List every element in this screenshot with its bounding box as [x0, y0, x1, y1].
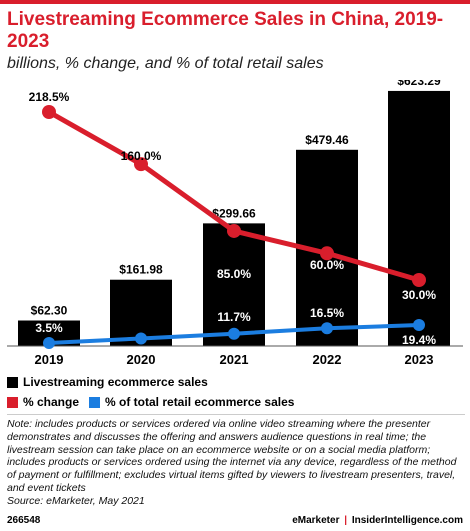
bar-label-2020: $161.98 — [119, 263, 163, 277]
share-point-2022 — [321, 322, 333, 335]
share-point-2023 — [413, 319, 425, 331]
chart-plot: $62.30 $161.98 $299.66 $479.46 $623.29 218.5%… — [7, 80, 463, 367]
legend-item-share: % of total retail ecommerce sales — [89, 395, 294, 409]
change-point-2019 — [42, 105, 56, 119]
change-point-2022 — [320, 246, 334, 261]
chart-id: 266548 — [7, 515, 41, 526]
footnote: Note: includes products or services orde… — [7, 414, 465, 508]
change-point-2023 — [412, 273, 426, 287]
bar-label-2022: $479.46 — [305, 133, 349, 147]
legend-item-change: % change — [7, 395, 79, 409]
chart-title: Livestreaming Ecommerce Sales in China, … — [7, 9, 444, 52]
bar-label-2023: $623.29 — [397, 80, 441, 88]
share-label-2021: 11.7% — [217, 310, 251, 324]
x-tick-2023: 2023 — [405, 352, 434, 367]
change-label-2023: 30.0% — [402, 288, 436, 302]
x-tick-2019: 2019 — [35, 352, 64, 367]
share-label-2019: 3.5% — [35, 321, 63, 335]
legend-swatch-share — [89, 396, 101, 408]
brand-separator: | — [344, 515, 348, 526]
source-text: Source: eMarketer, May 2021 — [7, 494, 145, 507]
legend-label-change: % change — [23, 395, 80, 409]
share-label-2020: 7.5% — [127, 315, 155, 329]
share-point-2019 — [43, 337, 55, 349]
chart-subtitle: billions, % change, and % of total retai… — [7, 55, 324, 72]
legend-item-sales: Livestreaming ecommerce sales — [7, 375, 208, 389]
top-accent-bar — [0, 0, 470, 4]
brand-emarketer: eMarketer — [292, 515, 340, 526]
bar-label-2021: $299.66 — [212, 206, 256, 220]
x-tick-2020: 2020 — [127, 352, 156, 367]
legend-label-share: % of total retail ecommerce sales — [105, 395, 295, 409]
change-label-2021: 85.0% — [217, 267, 251, 281]
share-label-2022: 16.5% — [310, 306, 344, 320]
bar-label-2019: $62.30 — [31, 304, 68, 318]
share-point-2021 — [228, 327, 240, 340]
bar-2021 — [203, 223, 265, 346]
change-point-2020 — [134, 157, 148, 172]
change-label-2019: 218.5% — [29, 90, 70, 104]
note-text: Note: includes products or services orde… — [7, 418, 457, 494]
legend-row-2: % change % of total retail ecommerce sal… — [7, 395, 304, 409]
brand-insider: InsiderIntelligence.com — [351, 515, 463, 526]
bar-2023 — [388, 90, 450, 346]
legend-swatch-change — [7, 396, 18, 408]
legend-row-1: Livestreaming ecommerce sales — [7, 375, 218, 389]
legend-swatch-sales — [7, 376, 18, 388]
share-point-2020 — [135, 332, 147, 345]
legend-label-sales: Livestreaming ecommerce sales — [23, 375, 208, 389]
share-label-2023: 19.4% — [402, 333, 436, 347]
x-tick-2022: 2022 — [313, 352, 342, 367]
change-point-2021 — [227, 223, 241, 238]
change-label-2022: 60.0% — [310, 258, 344, 272]
brand-footer: eMarketer | InsiderIntelligence.com — [292, 515, 463, 526]
x-tick-2021: 2021 — [220, 352, 249, 367]
change-label-2020: 160.0% — [121, 149, 162, 163]
